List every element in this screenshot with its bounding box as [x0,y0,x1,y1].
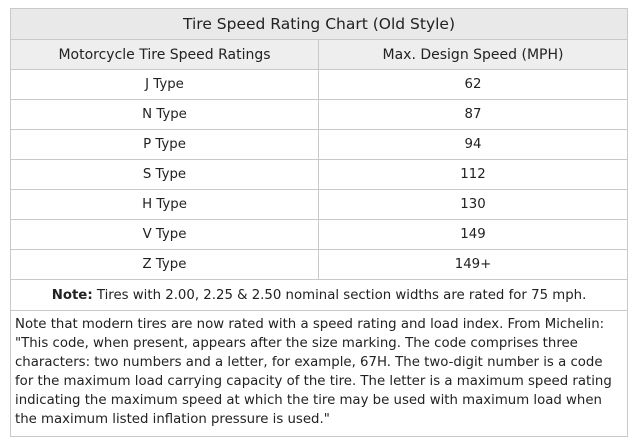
table-row: N Type 87 [10,99,628,130]
rating-cell: P Type [10,129,319,160]
speed-rating-table: Tire Speed Rating Chart (Old Style) Moto… [10,8,628,437]
speed-cell: 62 [318,69,628,100]
rating-cell: S Type [10,159,319,190]
speed-cell: 149 [318,219,628,250]
note-text: Tires with 2.00, 2.25 & 2.50 nominal sec… [92,287,587,303]
note-row: Note: Tires with 2.00, 2.25 & 2.50 nomin… [10,279,628,311]
table-row: S Type 112 [10,159,628,190]
table-row: H Type 130 [10,189,628,220]
rating-cell: Z Type [10,249,319,280]
table-row: V Type 149 [10,219,628,250]
column-header-rating: Motorcycle Tire Speed Ratings [10,39,319,70]
column-header-speed: Max. Design Speed (MPH) [318,39,628,70]
speed-rating-table-container: Tire Speed Rating Chart (Old Style) Moto… [10,8,628,437]
table-row: Z Type 149+ [10,249,628,280]
speed-cell: 94 [318,129,628,160]
description-paragraph: Note that modern tires are now rated wit… [10,310,628,437]
rating-cell: N Type [10,99,319,130]
speed-cell: 87 [318,99,628,130]
speed-cell: 149+ [318,249,628,280]
rating-cell: V Type [10,219,319,250]
table-row: P Type 94 [10,129,628,160]
rating-cell: H Type [10,189,319,220]
speed-cell: 130 [318,189,628,220]
table-row: J Type 62 [10,69,628,100]
speed-cell: 112 [318,159,628,190]
note-label: Note: [51,287,93,303]
rating-cell: J Type [10,69,319,100]
table-title: Tire Speed Rating Chart (Old Style) [10,8,628,40]
